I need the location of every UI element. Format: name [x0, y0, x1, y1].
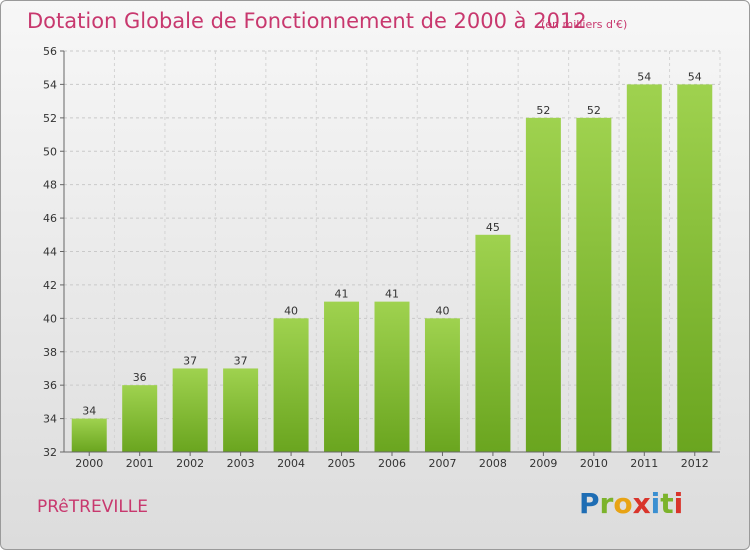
data-label-2012: 54	[688, 70, 702, 83]
data-label-2006: 41	[385, 288, 399, 301]
y-tick-label: 48	[43, 179, 57, 192]
bar-2009	[525, 117, 561, 452]
data-label-2000: 34	[82, 405, 96, 418]
logo-letter: x	[632, 487, 651, 520]
bar-2000	[71, 418, 107, 452]
x-tick-label-2002: 2002	[176, 457, 204, 470]
data-label-2001: 36	[133, 371, 147, 384]
y-tick-label: 56	[43, 45, 57, 58]
x-tick-label-2001: 2001	[126, 457, 154, 470]
data-label-2008: 45	[486, 221, 500, 234]
bar-2012	[677, 84, 713, 453]
chart-title: Dotation Globale de Fonctionnement de 20…	[27, 9, 587, 33]
y-tick-label: 46	[43, 212, 57, 225]
data-label-2002: 37	[183, 354, 197, 367]
x-tick-label-2008: 2008	[479, 457, 507, 470]
bar-2011	[626, 84, 662, 453]
logo-letter: i	[673, 487, 684, 520]
y-tick-label: 50	[43, 145, 57, 158]
bar-2005	[324, 301, 360, 452]
data-label-2003: 37	[234, 354, 248, 367]
logo-letter: P	[579, 487, 600, 520]
logo-letter: t	[660, 487, 674, 520]
x-tick-label-2012: 2012	[681, 457, 709, 470]
commune-name: PRêTREVILLE	[37, 497, 149, 517]
y-tick-label: 42	[43, 279, 57, 292]
x-tick-label-2009: 2009	[529, 457, 557, 470]
y-tick-label: 52	[43, 112, 57, 125]
proxiti-logo: Proxiti	[579, 487, 683, 520]
logo-letter: o	[613, 487, 633, 520]
y-tick-label: 40	[43, 312, 57, 325]
bar-layer: 34 36 37 37 40 41 41 40 45 52 52 54 54	[71, 70, 713, 453]
bar-2004	[273, 318, 309, 452]
y-tick-label: 54	[43, 78, 57, 91]
x-tick-label-2011: 2011	[630, 457, 658, 470]
y-tick-label: 32	[43, 446, 57, 459]
data-label-2010: 52	[587, 104, 601, 117]
x-tick-label-2004: 2004	[277, 457, 305, 470]
data-label-2011: 54	[637, 70, 651, 83]
y-tick-label: 38	[43, 346, 57, 359]
bar-2002	[172, 368, 208, 452]
y-tick-label: 44	[43, 246, 57, 259]
data-label-2005: 41	[335, 288, 349, 301]
y-tick-label: 34	[43, 413, 57, 426]
data-label-2004: 40	[284, 304, 298, 317]
y-tick-label: 36	[43, 379, 57, 392]
bar-2003	[223, 368, 259, 452]
data-label-2007: 40	[435, 304, 449, 317]
bar-2007	[424, 318, 460, 452]
x-tick-label-2007: 2007	[428, 457, 456, 470]
chart-subtitle: (en milliers d'€)	[541, 18, 628, 31]
bar-2010	[576, 117, 612, 452]
bar-2001	[122, 385, 158, 452]
x-tick-label-2000: 2000	[75, 457, 103, 470]
x-tick-label-2003: 2003	[227, 457, 255, 470]
data-label-2009: 52	[536, 104, 550, 117]
logo-letter: r	[599, 487, 614, 520]
logo-letter: i	[650, 487, 661, 520]
bar-2006	[374, 301, 410, 452]
x-tick-label-2005: 2005	[328, 457, 356, 470]
axis-layer: 32 34 36 38 40 42 44 46 48 50 52 54 56 2000 2001 2002 20…	[43, 45, 720, 470]
x-tick-label-2006: 2006	[378, 457, 406, 470]
bar-2008	[475, 234, 511, 452]
x-tick-label-2010: 2010	[580, 457, 608, 470]
